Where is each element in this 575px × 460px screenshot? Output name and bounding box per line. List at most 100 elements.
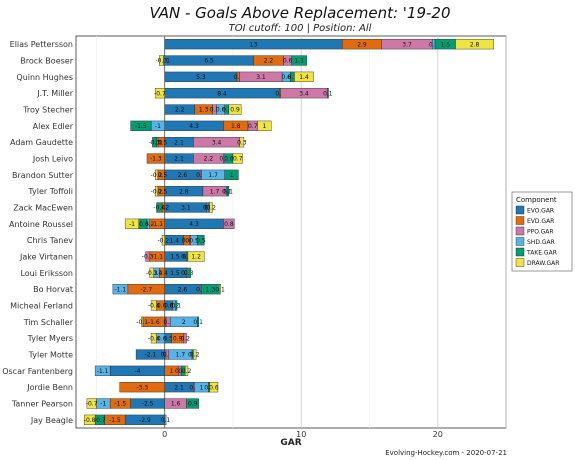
bar-segment	[219, 284, 221, 295]
segment-value-label: 1.7	[176, 352, 186, 359]
segment-value-label: 0.9	[188, 401, 198, 408]
segment-value-label: -0.3	[146, 270, 158, 277]
bar-segment	[291, 55, 307, 66]
segment-value-label: 1.4	[170, 237, 180, 244]
segment-value-label: -0.4	[151, 270, 163, 277]
bar-segment	[119, 382, 165, 393]
segment-value-label: 2.2	[264, 58, 274, 65]
segment-value-label: 0.9	[173, 335, 183, 342]
player-label: Tyler Motte	[28, 351, 73, 360]
player-label: Micheal Ferland	[10, 302, 73, 311]
segment-value-label: 0.1	[189, 384, 199, 391]
bar-segment	[455, 39, 494, 50]
segment-value-label: 1	[262, 123, 266, 130]
segment-value-label: -0.8	[84, 417, 96, 424]
segment-value-label: 0.1	[161, 417, 171, 424]
segment-value-label: 2.6	[178, 286, 188, 293]
bar-segment	[161, 235, 165, 246]
segment-value-label: -1.5	[135, 123, 147, 130]
segment-value-label: -0.2	[158, 205, 170, 212]
segment-value-label: 4.3	[189, 123, 199, 130]
legend-swatch	[515, 205, 525, 215]
player-label: Brock Boeser	[20, 57, 73, 66]
player-bar-group: 8.4 0.1 3.4 0.1 -0.7	[154, 88, 333, 99]
player-bar-group: 3.1-0.2 0.10.1-0.4 0.2	[153, 202, 216, 213]
bar-segment	[197, 316, 200, 327]
segment-value-label: 0.1	[204, 205, 214, 212]
legend-swatch	[515, 247, 525, 257]
segment-value-label: 1.3	[199, 107, 209, 114]
plot-panel	[75, 35, 507, 429]
player-bar-group: 1.5-0.4 0.1-0.4 0.3-0.3	[146, 267, 194, 278]
segment-value-label: 0.1	[181, 254, 191, 261]
bar-segment	[124, 218, 139, 229]
segment-value-label: 3.4	[212, 139, 222, 146]
legend-entry-label: EVO.GAR	[527, 208, 554, 215]
bar-segment	[232, 153, 243, 164]
segment-value-label: 1.7	[208, 172, 218, 179]
player-label: J.T. Miller	[36, 89, 73, 98]
player-bar-group: 2.6 -2.7 0.1 -1.1 1.3 0.1	[112, 284, 225, 295]
bar-segment	[185, 365, 189, 376]
segment-value-label: 0.3	[222, 107, 232, 114]
segment-value-label: 0.1	[193, 319, 203, 326]
legend-swatch	[515, 258, 525, 267]
segment-value-label: -0.2	[151, 172, 163, 179]
segment-value-label: -1	[129, 221, 135, 228]
bar-segment	[145, 251, 150, 262]
player-bar-group: -4 1 0.2-1.1 0.30.2	[94, 365, 192, 376]
player-bar-group: -2.5 -1.5 1.6 -1 0.9 -0.7	[86, 398, 200, 409]
legend-entry-label: PPO.GAR	[527, 229, 554, 236]
segment-value-label: -0.3	[155, 58, 167, 65]
bar-segment	[239, 137, 245, 148]
segment-value-label: -0.5	[155, 139, 167, 146]
segment-value-label: 0.1	[215, 286, 225, 293]
segment-value-label: 3.4	[299, 90, 309, 97]
segment-value-label: 0.1	[181, 270, 191, 277]
player-label: Tanner Pearson	[11, 400, 73, 409]
segment-value-label: 0.3	[210, 107, 220, 114]
segment-value-label: 0.6	[209, 384, 219, 391]
segment-value-label: 1.2	[191, 254, 201, 261]
segment-value-label: 1	[230, 172, 234, 179]
bar-segment	[149, 267, 155, 278]
segment-value-label: 1.7	[210, 188, 220, 195]
bar-segment	[294, 71, 314, 82]
player-bar-group: 1.5-1.1-0.3 0.10.1 1.2	[142, 251, 205, 262]
segment-value-label: -0.7	[154, 90, 166, 97]
segment-value-label: 0.3	[184, 270, 194, 277]
segment-value-label: 5.3	[196, 74, 206, 81]
player-label: Zack MacEwen	[13, 204, 73, 213]
x-tick-label: 0	[162, 430, 167, 439]
segment-value-label: -0.3	[142, 254, 154, 261]
segment-value-label: 8.4	[217, 90, 227, 97]
player-bar-group: 2.1 -0.5 3.4 -0.1-0.3 0.3	[149, 137, 247, 148]
player-label: Loui Eriksson	[20, 269, 73, 278]
segment-value-label: 13	[250, 41, 258, 48]
segment-value-label: -2.7	[140, 286, 152, 293]
segment-value-label: 0.5	[196, 237, 206, 244]
y-axis-labels: Elias Pettersson Brock Boeser Quinn Hughes…	[2, 40, 74, 425]
segment-value-label: 0.8	[224, 221, 234, 228]
bar-segment	[183, 333, 187, 344]
segment-value-label: 0.3	[163, 319, 173, 326]
player-label: Jordie Benn	[26, 383, 73, 392]
segment-value-label: 0.1	[172, 303, 182, 310]
segment-value-label: -1.6	[148, 319, 160, 326]
segment-value-label: -0.7	[94, 417, 106, 424]
bar-segment	[257, 120, 272, 131]
segment-value-label: 2.8	[470, 41, 480, 48]
segment-value-label: 0.1	[161, 352, 171, 359]
player-label: Tyler Toffoli	[27, 187, 73, 196]
segment-value-label: -1.3	[150, 156, 162, 163]
segment-value-label: 0.2	[175, 368, 185, 375]
player-label: Chris Tanev	[27, 236, 73, 245]
segment-value-label: 0.2	[182, 368, 192, 375]
segment-value-label: 0.1	[185, 237, 195, 244]
bar-segment	[209, 382, 219, 393]
segment-value-label: 3.7	[402, 41, 412, 48]
bar-segment	[164, 414, 167, 425]
legend-entry-label: EVD.GAR	[527, 218, 554, 225]
segment-value-label: 0.1	[188, 352, 198, 359]
